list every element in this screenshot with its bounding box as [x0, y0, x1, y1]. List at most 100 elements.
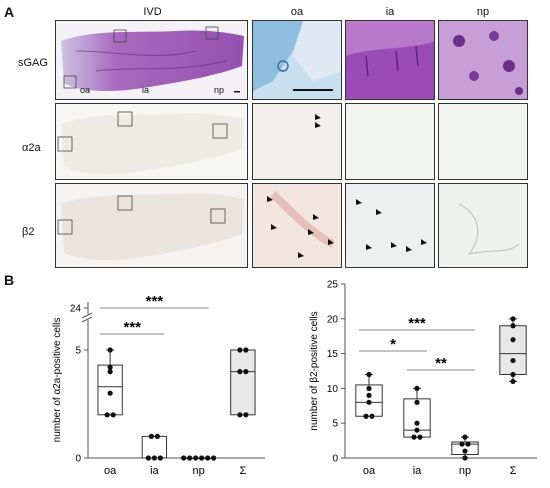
y-axis-label: number of α2a-positive cells [52, 318, 63, 443]
x-tick-label: Σ [239, 465, 246, 477]
beta2-box-plot: number of β2-positive cells 0 5 10 15 20 25 oa i… [309, 280, 537, 477]
data-point [243, 347, 249, 353]
ivd-region-label-np: np [214, 85, 225, 95]
data-point [510, 357, 516, 364]
y-tick-label: 5 [75, 346, 81, 357]
y-axis-label: number of β2-positive cells [309, 311, 320, 430]
data-point [107, 369, 113, 375]
box [451, 441, 479, 456]
data-point [148, 433, 154, 439]
ivd-region-label-oa: oa [80, 85, 91, 95]
row-header-beta2: β2 [22, 226, 35, 238]
x-tick-label: oa [363, 465, 376, 477]
data-point [107, 390, 113, 396]
x-tick-label: ia [413, 465, 422, 477]
x-tick-label: np [459, 465, 471, 477]
data-point [237, 412, 243, 418]
data-point [151, 455, 157, 461]
data-point [414, 420, 420, 426]
data-point [366, 371, 372, 378]
data-point [462, 434, 468, 440]
data-point [107, 364, 113, 370]
ia-beta2-image [345, 183, 435, 268]
data-point [193, 455, 199, 461]
panel-b-letter: B [4, 272, 15, 288]
data-point [104, 412, 110, 418]
y-tick-label: 5 [332, 419, 338, 430]
data-point [243, 369, 249, 375]
data-point [411, 434, 417, 440]
ia-alpha2a-image [345, 103, 435, 180]
y-tick-label: 10 [327, 384, 339, 395]
y-tick-label: 20 [327, 314, 339, 325]
x-tick-label: ia [150, 465, 159, 477]
data-point [145, 455, 151, 461]
x-tick-label: Σ [510, 465, 517, 477]
data-point [510, 316, 516, 322]
panel-a-letter: A [4, 4, 15, 20]
significance-label: *** [146, 293, 164, 310]
data-point [243, 412, 249, 418]
axis-break-mark [81, 316, 93, 323]
data-point [510, 323, 516, 329]
data-point [462, 455, 468, 461]
x-tick-label: np [193, 465, 205, 477]
data-point [510, 371, 516, 378]
data-point [417, 434, 423, 440]
box [141, 435, 168, 459]
data-point [510, 337, 516, 343]
ivd-sgag-image: oa ia np [55, 20, 248, 100]
data-point [110, 412, 116, 418]
data-point [366, 399, 372, 405]
data-point [462, 448, 468, 454]
column-header-ia: ia [385, 6, 395, 18]
ivd-alpha2a-image [55, 103, 248, 180]
y-tick-label: 25 [327, 280, 339, 291]
y-tick-label: 15 [327, 349, 339, 360]
data-point [414, 399, 420, 405]
x-tick-label: oa [104, 465, 117, 477]
axis-break-mark [81, 312, 93, 319]
column-header-ivd: IVD [143, 6, 162, 18]
oa-sgag-image [252, 20, 342, 100]
ivd-region-label-ia: ia [142, 85, 150, 95]
oa-beta2-image [252, 183, 342, 268]
significance-label: *** [408, 315, 426, 332]
axis-break-gap [83, 314, 93, 320]
ia-sgag-image [345, 20, 435, 100]
data-point [459, 441, 465, 447]
data-point [199, 455, 205, 461]
data-point [187, 455, 193, 461]
row-header-alpha2a: α2a [22, 142, 41, 154]
box [499, 325, 527, 375]
data-point [510, 378, 516, 385]
np-beta2-image [438, 183, 528, 268]
np-sgag-image [438, 20, 528, 100]
y-tick-label: 0 [332, 454, 338, 465]
oa-alpha2a-image [252, 103, 342, 180]
data-point [205, 455, 211, 461]
y-tick-label: 0 [75, 454, 81, 465]
significance-label: * [390, 336, 396, 353]
significance-label: *** [123, 319, 141, 336]
row-header-sgag: sGAG [18, 57, 48, 69]
box [230, 349, 256, 416]
y-tick-label: 24 [70, 304, 82, 315]
significance-label: ** [435, 355, 447, 372]
data-point [157, 455, 163, 461]
column-header-oa: oa [290, 6, 304, 18]
ivd-beta2-image [55, 183, 248, 268]
data-point [366, 385, 372, 391]
data-point [237, 347, 243, 353]
data-point [363, 413, 369, 419]
data-point [366, 392, 372, 398]
alpha2a-box-plot: number of α2a-positive cells 0 5 24 oa ia np Σ *… [52, 293, 265, 477]
data-point [211, 455, 217, 461]
data-point [465, 441, 471, 447]
np-alpha2a-image [438, 103, 528, 180]
data-point [154, 433, 160, 439]
data-point [107, 347, 113, 353]
data-point [181, 455, 187, 461]
column-header-np: np [476, 6, 490, 18]
data-point [414, 427, 420, 433]
